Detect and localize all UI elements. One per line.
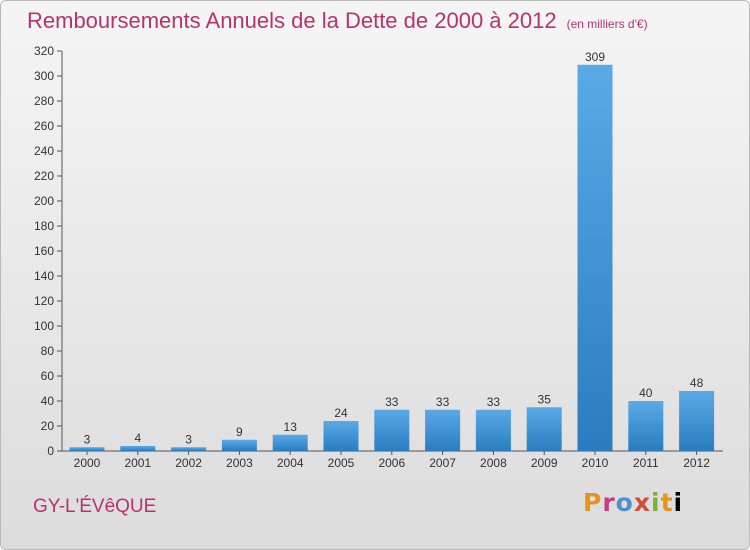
y-tick-label: 260 [34,119,54,133]
x-tick-label: 2008 [480,456,507,470]
commune-name: GY-L'ÉVêQUE [33,496,157,517]
x-tick-label: 2000 [74,456,101,470]
bar [120,446,156,451]
x-tick-label: 2010 [582,456,609,470]
y-tick-label: 60 [41,369,55,383]
bar-value-label: 24 [334,406,348,420]
y-tick-label: 300 [34,69,54,83]
title-text: Remboursements Annuels de la Dette de 20… [27,8,557,33]
bar-value-label: 4 [134,431,141,445]
bar-value-label: 35 [538,392,552,406]
y-tick-label: 0 [47,444,54,458]
logo-letter: r [602,488,616,517]
x-tick-label: 2002 [175,456,202,470]
y-tick-label: 120 [34,294,54,308]
bar [628,401,664,451]
y-tick-label: 280 [34,94,54,108]
bar [221,439,257,451]
bar-value-label: 309 [585,50,605,64]
x-tick-label: 2007 [429,456,456,470]
bar [475,409,511,451]
logo-letter: i [651,488,661,517]
y-tick-label: 240 [34,144,54,158]
bar-value-label: 9 [236,425,243,439]
bar [69,447,105,451]
bar [374,409,410,451]
bar [425,409,461,451]
bar-value-label: 33 [436,395,450,409]
bar [171,447,207,451]
bar-value-label: 13 [284,420,298,434]
x-tick-label: 2001 [124,456,151,470]
logo-letter: o [615,488,634,517]
bar-value-label: 33 [487,395,501,409]
bar [526,407,562,451]
x-tick-label: 2003 [226,456,253,470]
x-tick-label: 2012 [683,456,710,470]
y-tick-label: 40 [41,394,55,408]
y-tick-label: 20 [41,419,55,433]
y-tick-label: 220 [34,169,54,183]
x-tick-label: 2009 [531,456,558,470]
title-unit: (en milliers d'€) [566,17,648,31]
logo-letter: i [673,488,684,517]
y-tick-label: 180 [34,219,54,233]
chart-title: Remboursements Annuels de la Dette de 20… [27,8,648,34]
bar-value-label: 48 [690,376,704,390]
bar-value-label: 3 [84,432,91,446]
bar-value-label: 33 [385,395,399,409]
bar [272,434,308,451]
x-tick-label: 2004 [277,456,304,470]
logo-letter: P [583,488,603,517]
y-tick-label: 320 [34,44,54,58]
bar [679,391,715,451]
y-tick-label: 160 [34,244,54,258]
y-tick-label: 100 [34,319,54,333]
y-tick-label: 80 [41,344,55,358]
bar [577,64,613,451]
x-tick-label: 2006 [378,456,405,470]
logo-letter: t [660,488,674,517]
bar-value-label: 40 [639,386,653,400]
bar-value-label: 3 [185,432,192,446]
x-tick-label: 2011 [633,456,659,470]
logo-letter: x [633,488,651,517]
y-tick-label: 200 [34,194,54,208]
y-tick-label: 140 [34,269,54,283]
x-tick-label: 2005 [328,456,355,470]
proxiti-logo: Proxiti [583,488,683,517]
bar [323,421,359,451]
